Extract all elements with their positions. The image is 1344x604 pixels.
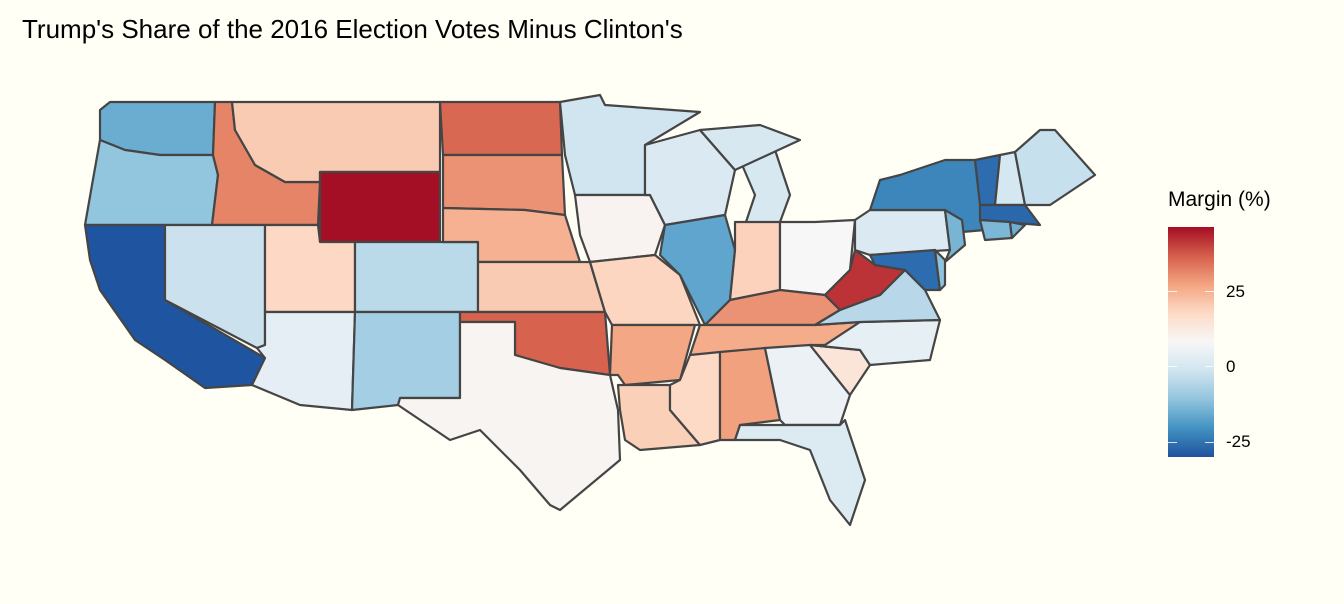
legend-tick-minus-25: -25 [1226, 432, 1251, 451]
legend-tick-mark [1205, 291, 1214, 293]
state-tx [396, 320, 622, 512]
legend-tick-0: 0 [1226, 357, 1236, 376]
state-ks [476, 260, 607, 314]
legend-tick-mark [1205, 366, 1214, 368]
state-pa [853, 208, 952, 257]
legend-title: Margin (%) [1168, 188, 1271, 211]
legend-tick-mark [1168, 441, 1177, 443]
state-me [1013, 128, 1097, 207]
legend-tick-mark [1205, 441, 1214, 443]
legend-tick-mark [1168, 291, 1177, 293]
state-wy [318, 170, 442, 244]
state-mt [230, 100, 442, 184]
legend-tick-25: 25 [1226, 282, 1245, 301]
state-mi [698, 123, 802, 172]
legend-tick-mark [1168, 366, 1177, 368]
state-in [728, 220, 782, 302]
state-ri [1008, 220, 1027, 240]
state-co [353, 240, 480, 314]
state-ct [978, 218, 1014, 242]
state-sd [441, 153, 567, 217]
state-nd [438, 100, 564, 157]
state-az [250, 310, 357, 412]
state-nm [350, 310, 462, 412]
state-nj [943, 208, 967, 264]
state-de [933, 248, 947, 292]
map-title: Trump's Share of the 2016 Election Votes… [22, 14, 683, 44]
legend-colorbar [1168, 227, 1214, 457]
state-ia [573, 193, 667, 264]
state-fl [733, 418, 867, 527]
